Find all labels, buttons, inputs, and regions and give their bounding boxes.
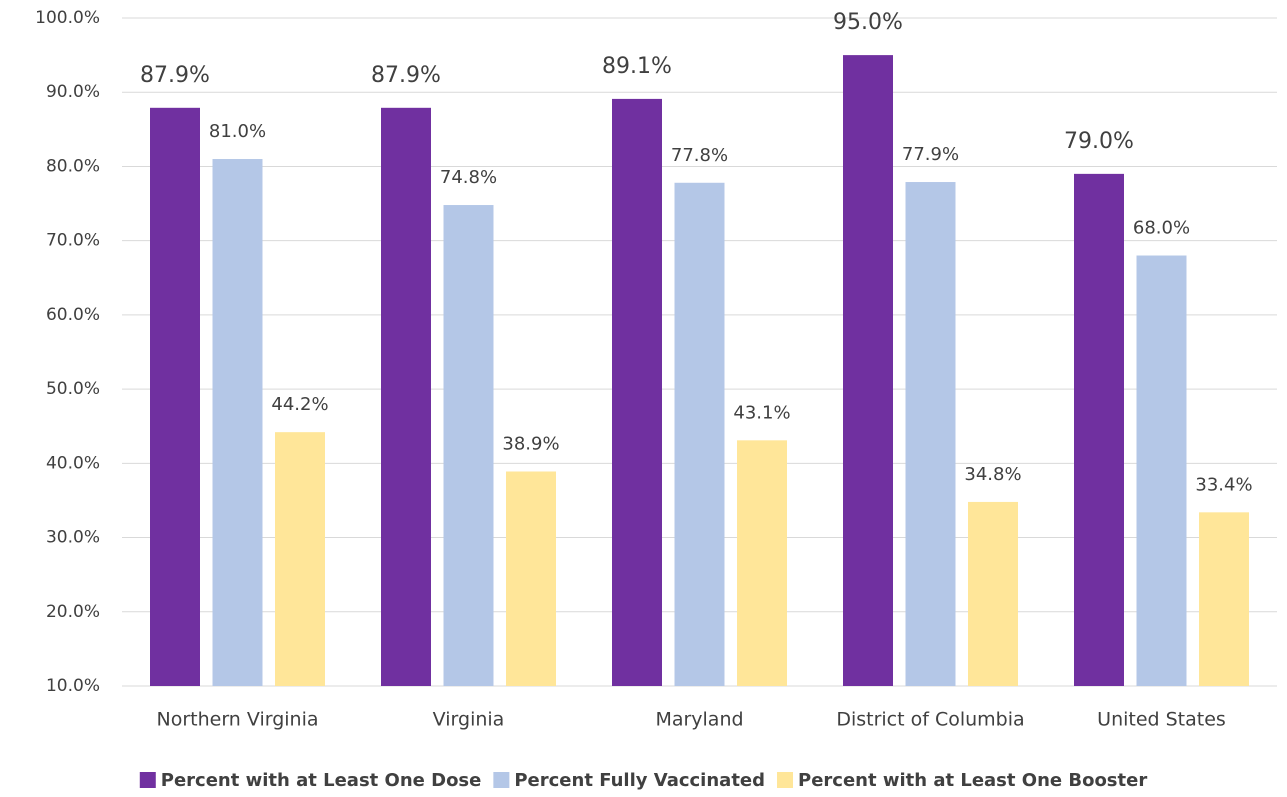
value-label: 89.1%	[602, 54, 672, 79]
x-tick-label: Northern Virginia	[156, 709, 318, 731]
value-label: 81.0%	[209, 121, 266, 142]
bar	[843, 55, 893, 687]
y-tick-label: 70.0%	[46, 231, 100, 251]
y-tick-label: 60.0%	[46, 305, 100, 325]
y-tick-label: 80.0%	[46, 156, 100, 176]
legend-label: Percent with at Least One Booster	[798, 770, 1147, 791]
x-tick-label: Virginia	[433, 709, 505, 731]
bar	[443, 205, 494, 687]
value-label: 38.9%	[502, 433, 559, 454]
legend-label: Percent with at Least One Dose	[161, 770, 482, 791]
legend-swatch	[139, 772, 156, 788]
bar	[150, 107, 200, 686]
x-tick-label: Maryland	[655, 709, 743, 731]
bar	[612, 98, 662, 686]
bar	[275, 432, 325, 686]
value-label: 44.2%	[271, 394, 328, 415]
value-label: 68.0%	[1133, 218, 1190, 239]
bar	[737, 440, 787, 686]
x-tick-label: District of Columbia	[836, 709, 1024, 731]
bar	[905, 182, 956, 686]
bar	[506, 471, 556, 686]
y-tick-label: 90.0%	[46, 82, 100, 102]
value-label: 74.8%	[440, 167, 497, 188]
value-label: 87.9%	[140, 63, 210, 88]
y-tick-label: 20.0%	[46, 602, 100, 622]
value-label: 77.8%	[671, 145, 728, 166]
bar	[1136, 255, 1187, 686]
y-tick-label: 50.0%	[46, 379, 100, 399]
bar	[1074, 173, 1124, 686]
bar	[968, 501, 1018, 686]
value-label: 33.4%	[1195, 474, 1252, 495]
legend-label: Percent Fully Vaccinated	[514, 770, 765, 791]
value-label: 95.0%	[833, 10, 903, 35]
y-tick-label: 30.0%	[46, 528, 100, 548]
y-tick-label: 10.0%	[46, 676, 100, 696]
value-label: 43.1%	[733, 402, 790, 423]
value-label: 77.9%	[902, 144, 959, 165]
value-label: 87.9%	[371, 63, 441, 88]
bar	[674, 182, 725, 687]
value-label: 79.0%	[1064, 129, 1134, 154]
legend-swatch	[777, 772, 794, 788]
y-tick-label: 40.0%	[46, 453, 100, 473]
bar	[1199, 512, 1249, 686]
value-label: 34.8%	[964, 464, 1021, 485]
y-tick-label: 100.0%	[35, 8, 100, 28]
bar	[381, 107, 431, 686]
legend-swatch	[493, 772, 510, 788]
x-tick-label: United States	[1097, 709, 1226, 731]
bar	[212, 159, 263, 686]
